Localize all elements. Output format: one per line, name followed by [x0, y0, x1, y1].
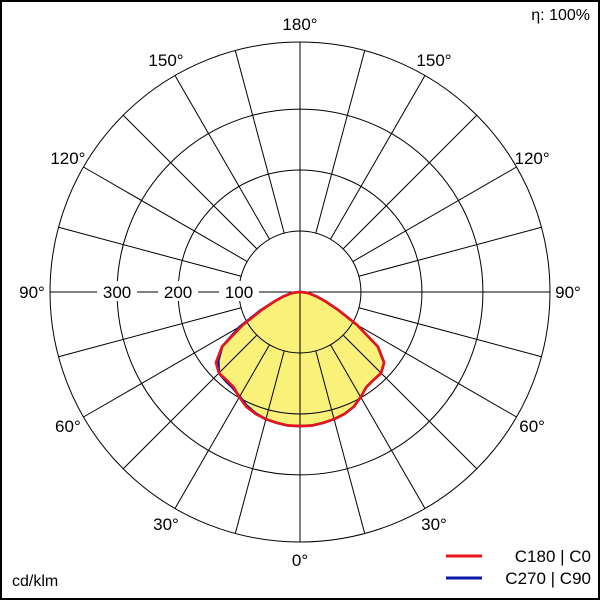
angle-label: 60° — [519, 417, 545, 436]
grid-spoke — [352, 322, 517, 418]
label-layer: 100 200 300 0° 30° 30° 60° 60° 90° 90° 120° 120° 150… — [19, 15, 581, 570]
grid-spoke — [58, 226, 242, 277]
grid-spoke — [342, 114, 478, 250]
angle-label: 180° — [282, 15, 317, 34]
efficiency-label: η: 100% — [531, 7, 590, 24]
grid-spoke — [358, 226, 542, 277]
grid-spoke — [58, 307, 242, 358]
angle-label: 90° — [19, 283, 45, 302]
radial-tick-label: 200 — [164, 283, 192, 302]
grid-spoke — [83, 322, 248, 418]
angle-label: 90° — [555, 283, 581, 302]
grid-spoke — [352, 166, 517, 262]
legend-label: C180 | C0 — [515, 547, 591, 566]
radial-tick-bg — [219, 281, 260, 301]
legend-label: C270 | C90 — [505, 569, 591, 588]
grid-spoke — [174, 75, 270, 240]
angle-label: 120° — [515, 149, 550, 168]
angle-label: 120° — [50, 149, 85, 168]
grid-layer — [49, 41, 551, 543]
grid-spoke — [234, 350, 285, 534]
radial-tick-bg — [158, 281, 199, 301]
angle-label: 150° — [148, 51, 183, 70]
grid-spoke — [315, 50, 366, 234]
radial-tick-label: 100 — [225, 283, 253, 302]
grid-spoke — [174, 344, 270, 509]
grid-spoke — [122, 334, 258, 470]
legend: C180 | C0 C270 | C90 — [446, 547, 591, 588]
series-line — [214, 290, 386, 428]
grid-spoke — [330, 344, 426, 509]
grid-spoke — [315, 350, 366, 534]
grid-spoke — [83, 166, 248, 262]
radial-tick-label: 300 — [103, 283, 131, 302]
series-layer — [214, 290, 386, 428]
grid-spoke — [358, 307, 542, 358]
angle-label: 30° — [153, 515, 179, 534]
unit-label: cd/klm — [12, 573, 58, 590]
angle-label: 0° — [292, 551, 308, 570]
grid-spoke — [330, 75, 426, 240]
angle-label: 60° — [55, 417, 81, 436]
angle-label: 30° — [421, 515, 447, 534]
radial-tick-bg — [97, 281, 138, 301]
grid-spoke — [234, 50, 285, 234]
angle-label: 150° — [416, 51, 451, 70]
grid-spoke — [342, 334, 478, 470]
grid-spoke — [122, 114, 258, 250]
